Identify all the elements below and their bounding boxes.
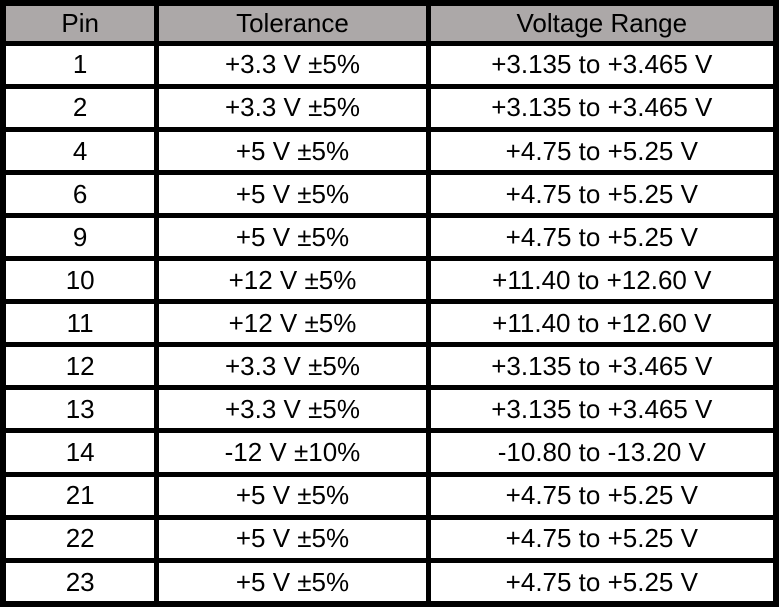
column-header-tolerance: Tolerance bbox=[154, 0, 431, 46]
pin-cell: 9 bbox=[0, 212, 160, 262]
tolerance-cell: +5 V ±5% bbox=[154, 126, 431, 175]
table-body: 1 +3.3 V ±5% +3.135 to +3.465 V 2 +3.3 V ±5%… bbox=[0, 40, 779, 607]
pin-cell: 12 bbox=[0, 342, 160, 391]
table-row: 22 +5 V ±5% +4.75 to +5.25 V bbox=[0, 514, 779, 563]
column-header-pin: Pin bbox=[0, 0, 160, 46]
tolerance-cell: +12 V ±5% bbox=[154, 299, 431, 348]
table-row: 13 +3.3 V ±5% +3.135 to +3.465 V bbox=[0, 385, 779, 434]
table-row: 11 +12 V ±5% +11.40 to +12.60 V bbox=[0, 299, 779, 348]
header-row: Pin Tolerance Voltage Range bbox=[0, 0, 779, 46]
pin-cell: 23 bbox=[0, 557, 160, 607]
voltage-range-cell: +3.135 to +3.465 V bbox=[425, 342, 779, 391]
column-header-voltage-range: Voltage Range bbox=[425, 0, 779, 46]
table-row: 9 +5 V ±5% +4.75 to +5.25 V bbox=[0, 212, 779, 262]
tolerance-cell: +5 V ±5% bbox=[154, 471, 431, 520]
pin-cell: 11 bbox=[0, 299, 160, 348]
voltage-range-cell: +4.75 to +5.25 V bbox=[425, 126, 779, 175]
table-row: 1 +3.3 V ±5% +3.135 to +3.465 V bbox=[0, 40, 779, 89]
voltage-range-cell: +4.75 to +5.25 V bbox=[425, 557, 779, 607]
voltage-range-cell: +11.40 to +12.60 V bbox=[425, 299, 779, 348]
table-row: 4 +5 V ±5% +4.75 to +5.25 V bbox=[0, 126, 779, 175]
pin-cell: 10 bbox=[0, 256, 160, 305]
voltage-range-cell: +3.135 to +3.465 V bbox=[425, 40, 779, 89]
pin-cell: 6 bbox=[0, 169, 160, 218]
tolerance-cell: +3.3 V ±5% bbox=[154, 83, 431, 132]
pin-cell: 1 bbox=[0, 40, 160, 89]
voltage-range-cell: +3.135 to +3.465 V bbox=[425, 385, 779, 434]
tolerance-cell: +5 V ±5% bbox=[154, 557, 431, 607]
voltage-range-cell: +3.135 to +3.465 V bbox=[425, 83, 779, 132]
voltage-range-cell: -10.80 to -13.20 V bbox=[425, 428, 779, 477]
pin-cell: 4 bbox=[0, 126, 160, 175]
tolerance-cell: +3.3 V ±5% bbox=[154, 385, 431, 434]
table-row: 23 +5 V ±5% +4.75 to +5.25 V bbox=[0, 557, 779, 607]
voltage-range-cell: +4.75 to +5.25 V bbox=[425, 514, 779, 563]
tolerance-cell: +5 V ±5% bbox=[154, 212, 431, 262]
pin-cell: 2 bbox=[0, 83, 160, 132]
table-row: 10 +12 V ±5% +11.40 to +12.60 V bbox=[0, 256, 779, 305]
table-header: Pin Tolerance Voltage Range bbox=[0, 0, 779, 46]
table-row: 6 +5 V ±5% +4.75 to +5.25 V bbox=[0, 169, 779, 218]
tolerance-cell: -12 V ±10% bbox=[154, 428, 431, 477]
pin-cell: 21 bbox=[0, 471, 160, 520]
tolerance-cell: +3.3 V ±5% bbox=[154, 40, 431, 89]
table-row: 12 +3.3 V ±5% +3.135 to +3.465 V bbox=[0, 342, 779, 391]
voltage-range-cell: +4.75 to +5.25 V bbox=[425, 169, 779, 218]
tolerance-cell: +12 V ±5% bbox=[154, 256, 431, 305]
table-row: 14 -12 V ±10% -10.80 to -13.20 V bbox=[0, 428, 779, 477]
table-row: 21 +5 V ±5% +4.75 to +5.25 V bbox=[0, 471, 779, 520]
tolerance-cell: +5 V ±5% bbox=[154, 514, 431, 563]
pin-cell: 13 bbox=[0, 385, 160, 434]
pin-cell: 22 bbox=[0, 514, 160, 563]
tolerance-cell: +5 V ±5% bbox=[154, 169, 431, 218]
tolerance-cell: +3.3 V ±5% bbox=[154, 342, 431, 391]
voltage-range-cell: +11.40 to +12.60 V bbox=[425, 256, 779, 305]
table-row: 2 +3.3 V ±5% +3.135 to +3.465 V bbox=[0, 83, 779, 132]
pin-cell: 14 bbox=[0, 428, 160, 477]
voltage-range-cell: +4.75 to +5.25 V bbox=[425, 212, 779, 262]
voltage-range-cell: +4.75 to +5.25 V bbox=[425, 471, 779, 520]
